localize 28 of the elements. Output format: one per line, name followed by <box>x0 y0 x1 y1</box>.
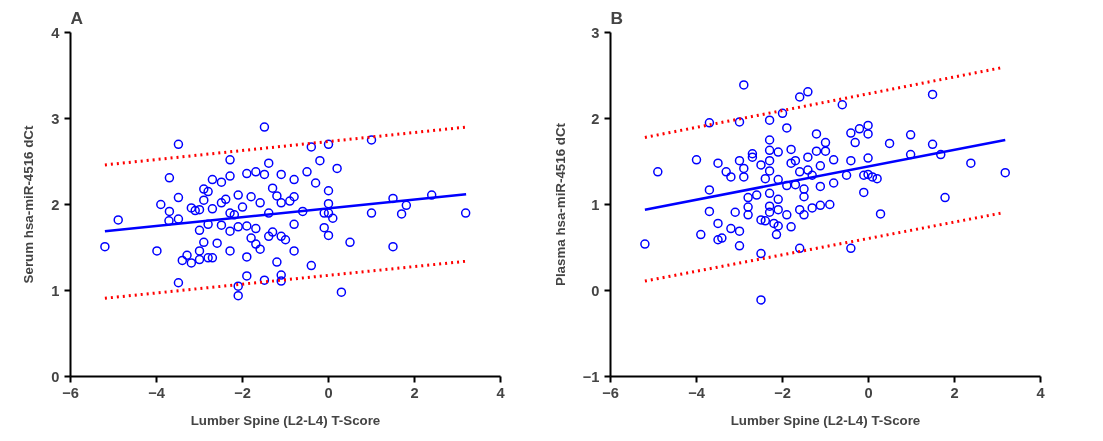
y-tick-label: 0 <box>51 368 60 385</box>
x-tick-label: −4 <box>148 384 166 401</box>
x-tick-label: 2 <box>410 384 419 401</box>
x-tick-label: 0 <box>324 384 333 401</box>
x-tick-label: 4 <box>496 384 506 401</box>
x-tick-label: −2 <box>774 384 791 401</box>
y-tick-label: −1 <box>582 368 600 385</box>
y-tick-label: 3 <box>51 110 60 127</box>
y-tick-label: 3 <box>591 24 600 41</box>
y-tick-label: 4 <box>51 24 61 41</box>
y-tick-label: 2 <box>591 110 600 127</box>
chart-title: A <box>70 7 84 28</box>
y-tick-label: 1 <box>591 196 600 213</box>
y-tick-label: 2 <box>51 196 60 213</box>
y-tick-label: 1 <box>51 282 60 299</box>
x-axis-title: Lumber Spine (L2-L4) T-Score <box>190 412 381 428</box>
x-tick-label: −4 <box>688 384 706 401</box>
x-tick-label: 2 <box>950 384 959 401</box>
chart-title: B <box>610 7 624 28</box>
x-axis-title: Lumber Spine (L2-L4) T-Score <box>730 412 921 428</box>
x-tick-label: 4 <box>1036 384 1046 401</box>
x-tick-label: −6 <box>602 384 619 401</box>
y-tick-label: 0 <box>591 282 600 299</box>
y-axis-title: Plasma hsa-miR-4516 dCt <box>552 122 568 286</box>
x-tick-label: −6 <box>62 384 79 401</box>
x-tick-label: −2 <box>234 384 251 401</box>
y-axis-title: Serum hsa-miR-4516 dCt <box>21 125 37 284</box>
x-tick-label: 0 <box>864 384 873 401</box>
